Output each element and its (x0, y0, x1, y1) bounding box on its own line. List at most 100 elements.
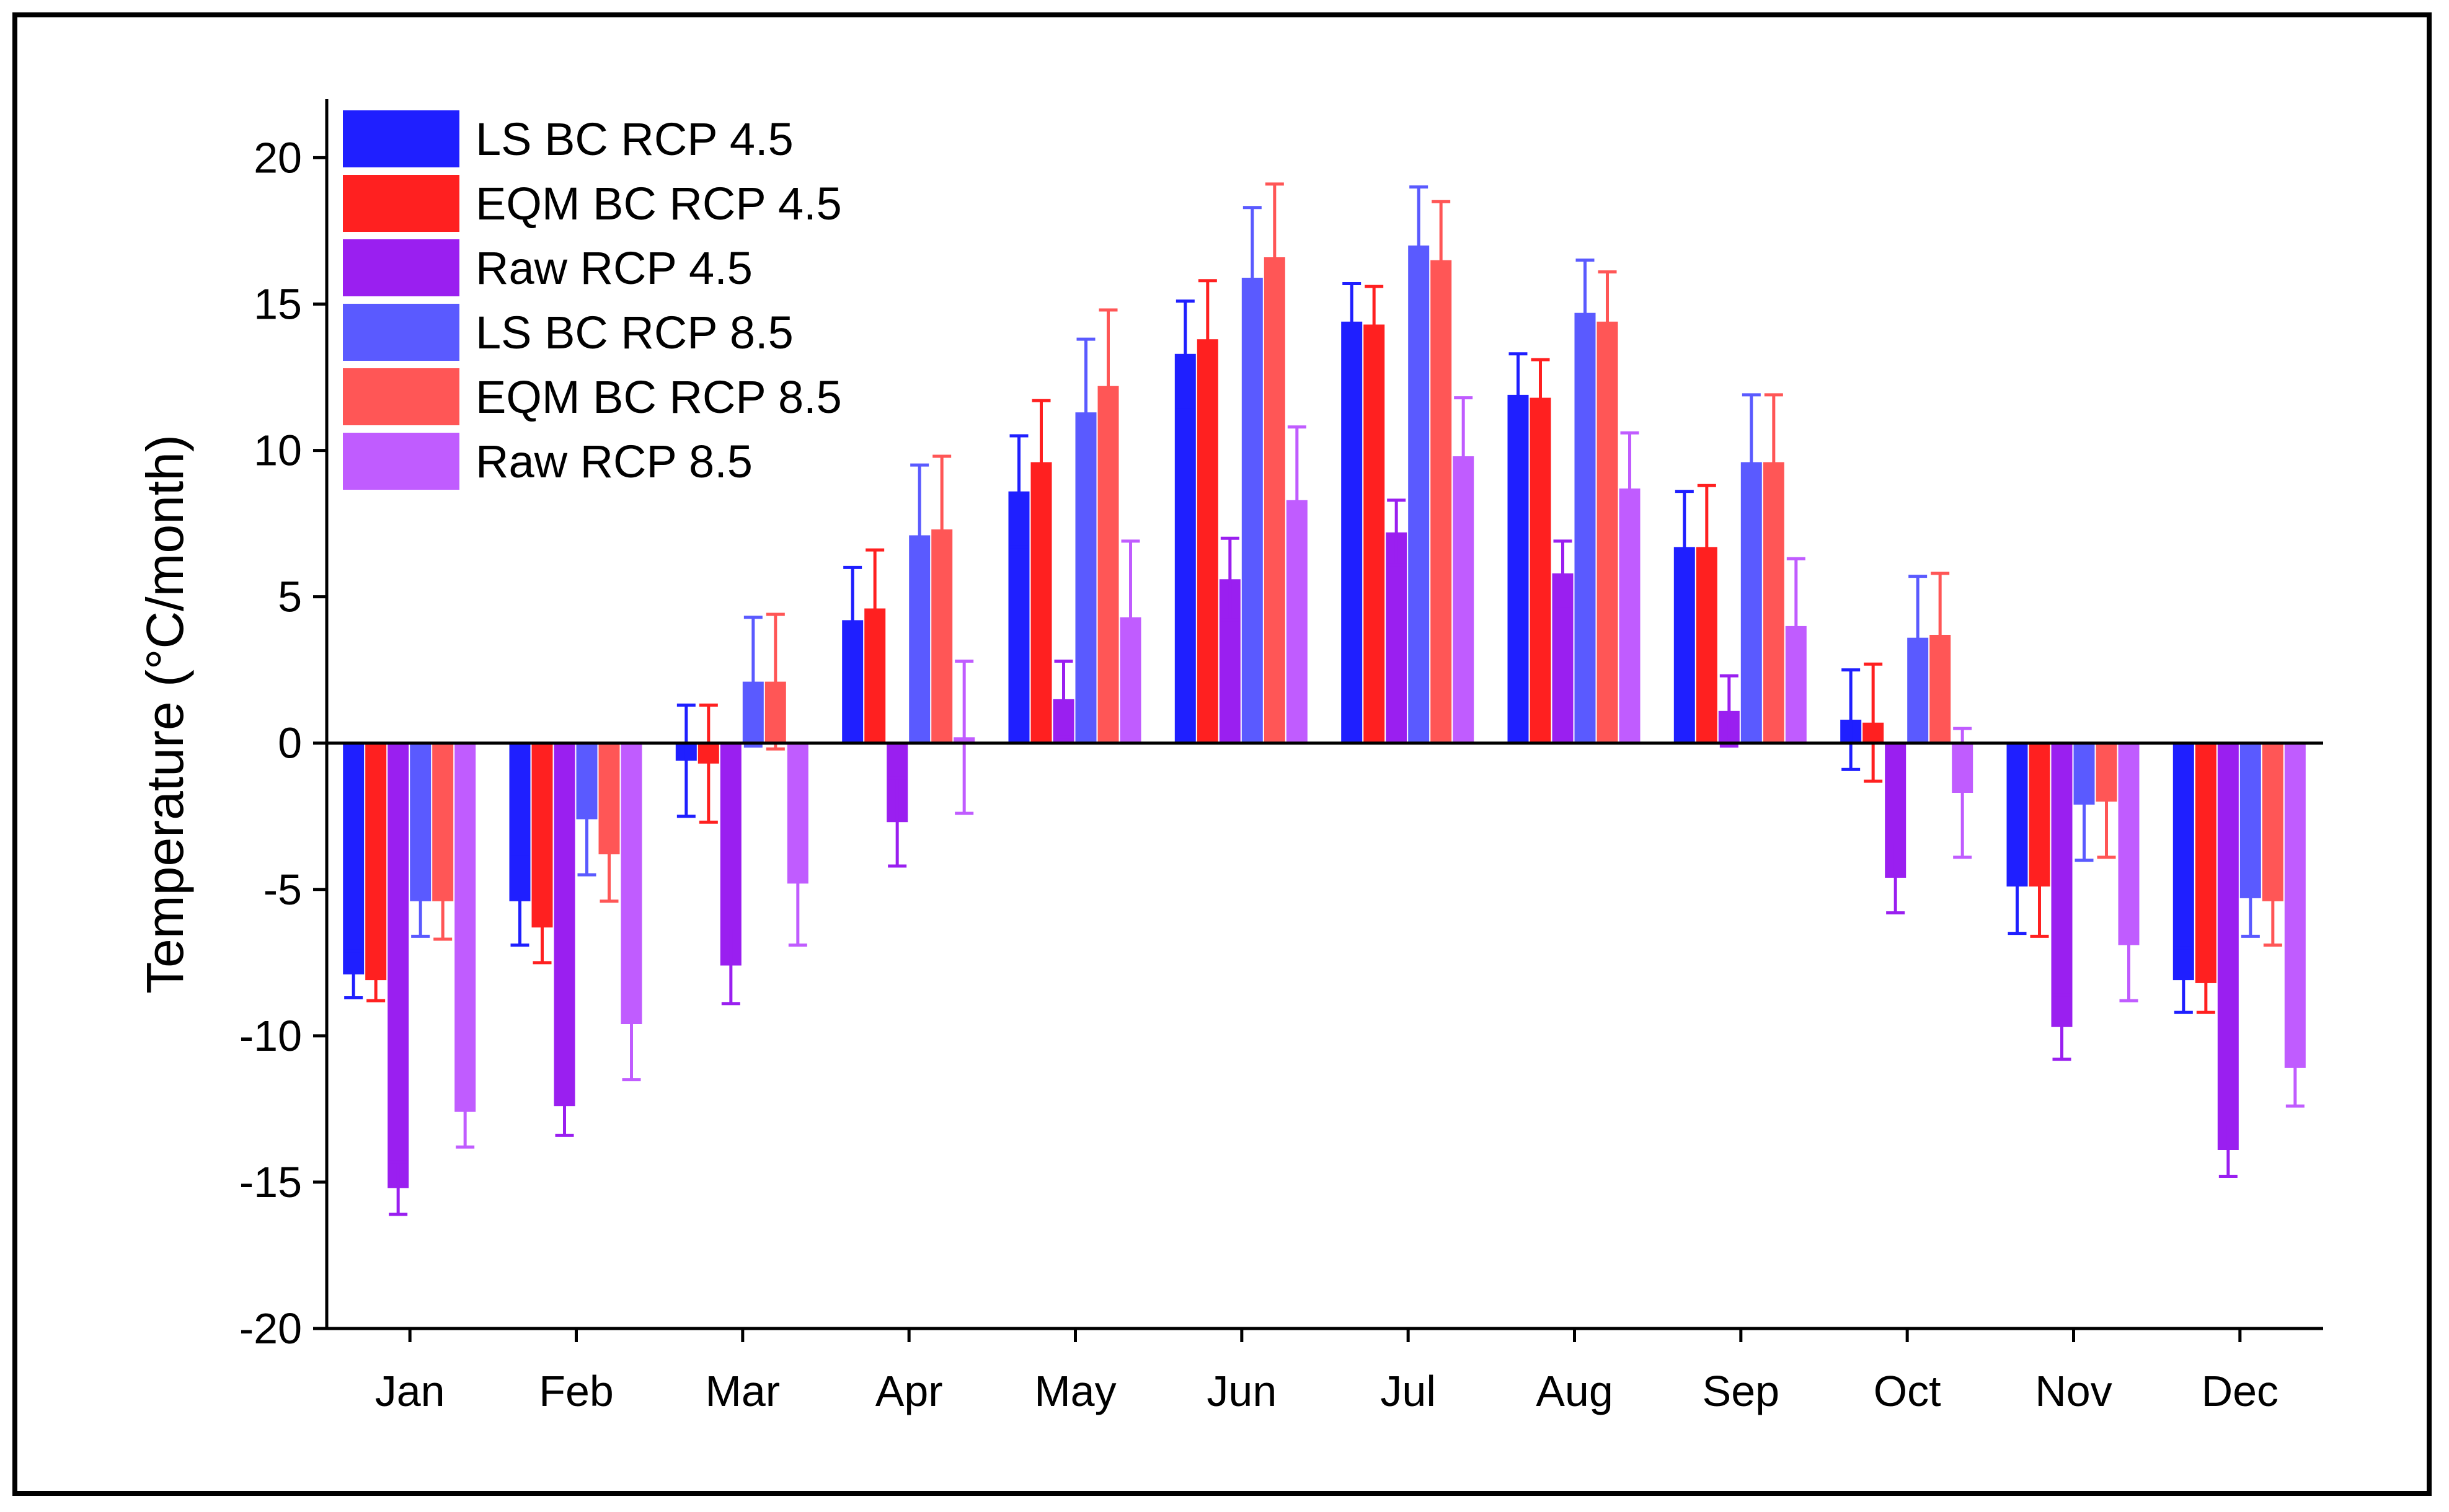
bar-dec-series-3 (2217, 743, 2239, 1150)
error-bar-may-series-1 (1009, 434, 1029, 549)
error-bar-jul-series-1 (1342, 281, 1362, 361)
error-bar-mar-series-6 (788, 820, 807, 947)
legend-swatch-4 (343, 304, 459, 361)
error-bar-sep-series-5 (1764, 393, 1783, 531)
error-bar-dec-series-4 (2241, 859, 2260, 938)
bar-jan-series-2 (365, 743, 387, 981)
error-bar-oct-series-3 (1886, 841, 1905, 915)
error-bar-aug-series-2 (1531, 358, 1550, 438)
legend-label-2: EQM BC RCP 4.5 (476, 178, 842, 229)
legend-label-6: Raw RCP 8.5 (476, 436, 753, 487)
error-bar-jun-series-5 (1265, 182, 1284, 332)
error-bar-may-series-5 (1099, 308, 1118, 464)
bar-jul-series-2 (1363, 324, 1385, 743)
error-bar-jun-series-6 (1287, 425, 1306, 575)
error-bar-jul-series-3 (1387, 498, 1406, 567)
error-bar-aug-series-1 (1508, 352, 1528, 438)
error-bar-jul-series-5 (1432, 200, 1451, 321)
legend-swatch-2 (343, 175, 459, 232)
bar-jul-series-5 (1430, 260, 1452, 743)
bar-aug-series-2 (1530, 397, 1551, 743)
error-bar-sep-series-1 (1675, 490, 1694, 604)
error-bar-may-series-6 (1121, 539, 1140, 695)
legend-label-1: LS BC RCP 4.5 (476, 113, 794, 165)
y-tick-label: -15 (239, 1158, 302, 1206)
x-tick-label-dec: Dec (2202, 1367, 2278, 1415)
error-bar-jun-series-4 (1242, 206, 1262, 350)
error-bar-nov-series-4 (2075, 747, 2094, 862)
error-bar-oct-series-4 (1908, 575, 1928, 701)
error-bar-apr-series-5 (932, 454, 952, 604)
bar-jan-series-6 (454, 743, 476, 1112)
error-bar-jan-series-2 (366, 958, 386, 1002)
bar-jun-series-1 (1174, 353, 1196, 743)
x-tick-label-may: May (1034, 1367, 1116, 1415)
bar-aug-series-5 (1596, 321, 1618, 743)
error-bar-apr-series-3 (888, 776, 907, 868)
error-bar-aug-series-6 (1620, 431, 1639, 546)
error-bar-feb-series-1 (510, 855, 529, 947)
error-bar-jul-series-2 (1365, 285, 1384, 365)
error-bar-jan-series-4 (411, 864, 430, 938)
error-bar-sep-series-6 (1786, 557, 1805, 695)
error-bar-jun-series-1 (1176, 299, 1195, 409)
x-tick-label-aug: Aug (1536, 1367, 1613, 1415)
error-bar-dec-series-3 (2218, 1122, 2238, 1178)
error-bar-aug-series-4 (1575, 259, 1595, 368)
bar-feb-series-3 (554, 743, 575, 1107)
error-bar-dec-series-6 (2285, 1028, 2305, 1108)
error-bar-nov-series-3 (2052, 993, 2071, 1061)
x-tick-label-feb: Feb (539, 1367, 614, 1415)
error-bar-apr-series-6 (955, 660, 974, 815)
error-bar-jun-series-3 (1220, 536, 1239, 622)
error-bar-apr-series-1 (843, 565, 862, 674)
bar-dec-series-2 (2195, 743, 2216, 983)
bar-jul-series-3 (1386, 532, 1407, 743)
legend-swatch-5 (343, 368, 459, 425)
bar-jan-series-1 (343, 743, 365, 975)
bar-jul-series-1 (1341, 321, 1363, 743)
x-tick-label-apr: Apr (875, 1367, 943, 1415)
error-bar-may-series-3 (1054, 660, 1073, 739)
y-tick-label: 5 (278, 573, 302, 621)
error-bar-jan-series-6 (456, 1075, 475, 1149)
error-bar-jun-series-2 (1198, 279, 1217, 400)
error-bar-sep-series-4 (1742, 393, 1761, 531)
error-bar-feb-series-6 (622, 966, 641, 1082)
error-bar-oct-series-5 (1931, 572, 1950, 698)
x-tick-label-jan: Jan (375, 1367, 445, 1415)
error-bar-aug-series-3 (1553, 539, 1572, 608)
legend-label-3: Raw RCP 4.5 (476, 242, 753, 294)
legend-label-4: LS BC RCP 8.5 (476, 307, 794, 358)
y-tick-label: 0 (278, 719, 302, 767)
error-bar-nov-series-1 (2008, 838, 2027, 935)
bar-jun-series-4 (1241, 278, 1263, 743)
error-bar-mar-series-2 (699, 703, 718, 824)
error-bar-mar-series-3 (721, 926, 740, 1006)
error-bar-feb-series-3 (555, 1075, 574, 1137)
bar-jan-series-3 (388, 743, 409, 1188)
bar-jul-series-4 (1408, 245, 1430, 743)
error-bar-nov-series-5 (2097, 744, 2116, 859)
legend: LS BC RCP 4.5 EQM BC RCP 4.5 Raw RCP 4.5 LS… (343, 110, 842, 490)
axes-layer: -20 -15 -10 -5 0 5 10 15 20 Jan Feb Mar Apr May Jun Jul… (239, 99, 2323, 1415)
y-tick-label: 20 (254, 133, 302, 182)
error-bar-may-series-4 (1076, 337, 1096, 487)
error-bar-apr-series-2 (866, 548, 885, 669)
error-bar-feb-series-2 (533, 891, 552, 965)
error-bar-oct-series-6 (1953, 727, 1972, 859)
error-bars-layer (344, 182, 2305, 1216)
bars-layer (343, 245, 2306, 1188)
error-bar-jul-series-4 (1409, 185, 1428, 306)
y-axis-label: Temperature (°C/month) (136, 435, 194, 994)
bar-dec-series-1 (2172, 743, 2194, 981)
bar-jun-series-5 (1264, 257, 1285, 743)
y-tick-label: -5 (264, 865, 302, 914)
legend-swatch-6 (343, 433, 459, 490)
y-tick-label: -10 (239, 1012, 302, 1060)
error-bar-mar-series-4 (743, 616, 763, 748)
error-bar-jan-series-5 (433, 861, 453, 941)
error-bar-oct-series-1 (1841, 668, 1861, 771)
error-bar-sep-series-3 (1719, 674, 1738, 748)
x-tick-label-sep: Sep (1703, 1367, 1780, 1415)
